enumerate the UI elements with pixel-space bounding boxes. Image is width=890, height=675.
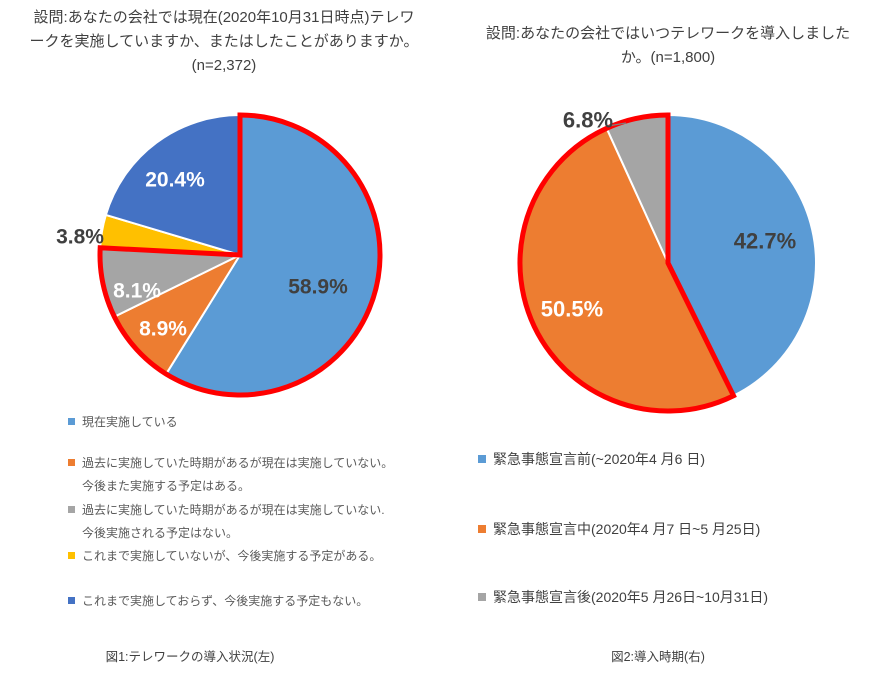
pie1-value-label-3: 3.8% <box>56 226 104 249</box>
legend-item-not-yet-planning: これまで実施していないが、今後実施する予定がある。 <box>68 545 428 568</box>
pie-chart-figure1: 58.9% 8.9% 8.1% 3.8% 20.4% <box>56 112 383 398</box>
figure2-title-line2: か。(n=1,800) <box>620 49 716 66</box>
legend-label: これまで実施しておらず、今後実施する予定もない。 <box>82 594 369 608</box>
legend-swatch-orange-icon <box>478 525 486 533</box>
pie1-value-label-2: 8.1% <box>113 280 161 303</box>
figure2-caption: 図2:導入時期(右) <box>611 650 705 664</box>
legend-swatch-blue-icon <box>478 455 486 463</box>
pie2-value-label-1: 50.5% <box>541 297 603 322</box>
figure1-title: 設問:あなたの会社では現在(2020年10月31日時点)テレワ ークを実施してい… <box>0 6 448 78</box>
figure1-title-line3: (n=2,372) <box>191 57 257 74</box>
legend-swatch-gray-icon <box>478 593 486 601</box>
pie1-value-label-1: 8.9% <box>139 318 187 341</box>
pie2-highlight-outline <box>517 112 737 414</box>
legend-swatch-yellow-icon <box>68 552 75 559</box>
pie-chart-figure2: 42.7% 50.5% 6.8% <box>517 108 817 414</box>
pie1-highlight-outline <box>97 112 383 398</box>
legend-item-before-declaration: 緊急事態宣言前(~2020年4 月6 日) <box>478 448 878 470</box>
legend-item-currently-implementing: 現在実施している <box>68 411 428 434</box>
pie2-slice-0 <box>667 114 817 397</box>
legend-label: 緊急事態宣言中(2020年4 月7 日~5 月25日) <box>493 521 761 537</box>
legend-item-never-no-plan: これまで実施しておらず、今後実施する予定もない。 <box>68 590 428 613</box>
legend-swatch-darkblue-icon <box>68 597 75 604</box>
pie1-value-label-0: 58.9% <box>288 276 348 299</box>
legend-item-after-declaration: 緊急事態宣言後(2020年5 月26日~10月31日) <box>478 586 878 608</box>
figure1-title-line2: ークを実施していますか、またはしたことがありますか。 <box>29 33 419 50</box>
legend-label: 緊急事態宣言後(2020年5 月26日~10月31日) <box>493 589 769 605</box>
pie2-value-label-2: 6.8% <box>563 108 613 133</box>
pie2-label-leader-line <box>607 122 627 127</box>
legend-label: これまで実施していないが、今後実施する予定がある。 <box>82 549 382 563</box>
legend-label: 緊急事態宣言前(~2020年4 月6 日) <box>493 451 705 467</box>
pie2-value-label-0: 42.7% <box>734 229 796 254</box>
legend-item-during-declaration: 緊急事態宣言中(2020年4 月7 日~5 月25日) <box>478 518 878 540</box>
legend-swatch-gray-icon <box>68 506 75 513</box>
legend-label: 過去に実施していた時期があるが現在は実施していない。 <box>82 456 394 470</box>
legend-label: 現在実施している <box>82 415 178 429</box>
figure1-caption: 図1:テレワークの導入状況(左) <box>105 650 275 664</box>
legend-label: 今後また実施する予定はある。 <box>82 479 251 493</box>
pie1-slice-4 <box>104 114 241 256</box>
legend-swatch-blue-icon <box>68 418 75 425</box>
legend-item-past-no-plan: 過去に実施していた時期があるが現在は実施していない. 今後実施される予定はない。 <box>68 499 428 545</box>
legend-label: 今後実施される予定はない。 <box>82 526 239 540</box>
legend-swatch-orange-icon <box>68 459 75 466</box>
figure2-title-line1: 設問:あなたの会社ではいつテレワークを導入しました <box>485 25 851 42</box>
figure1-title-line1: 設問:あなたの会社では現在(2020年10月31日時点)テレワ <box>33 9 415 26</box>
figure2-title: 設問:あなたの会社ではいつテレワークを導入しました か。(n=1,800) <box>448 22 888 70</box>
legend-item-past-will-resume: 過去に実施していた時期があるが現在は実施していない。 今後また実施する予定はある… <box>68 452 428 498</box>
pie1-value-label-4: 20.4% <box>145 169 205 192</box>
legend-label: 過去に実施していた時期があるが現在は実施していない. <box>82 503 385 517</box>
